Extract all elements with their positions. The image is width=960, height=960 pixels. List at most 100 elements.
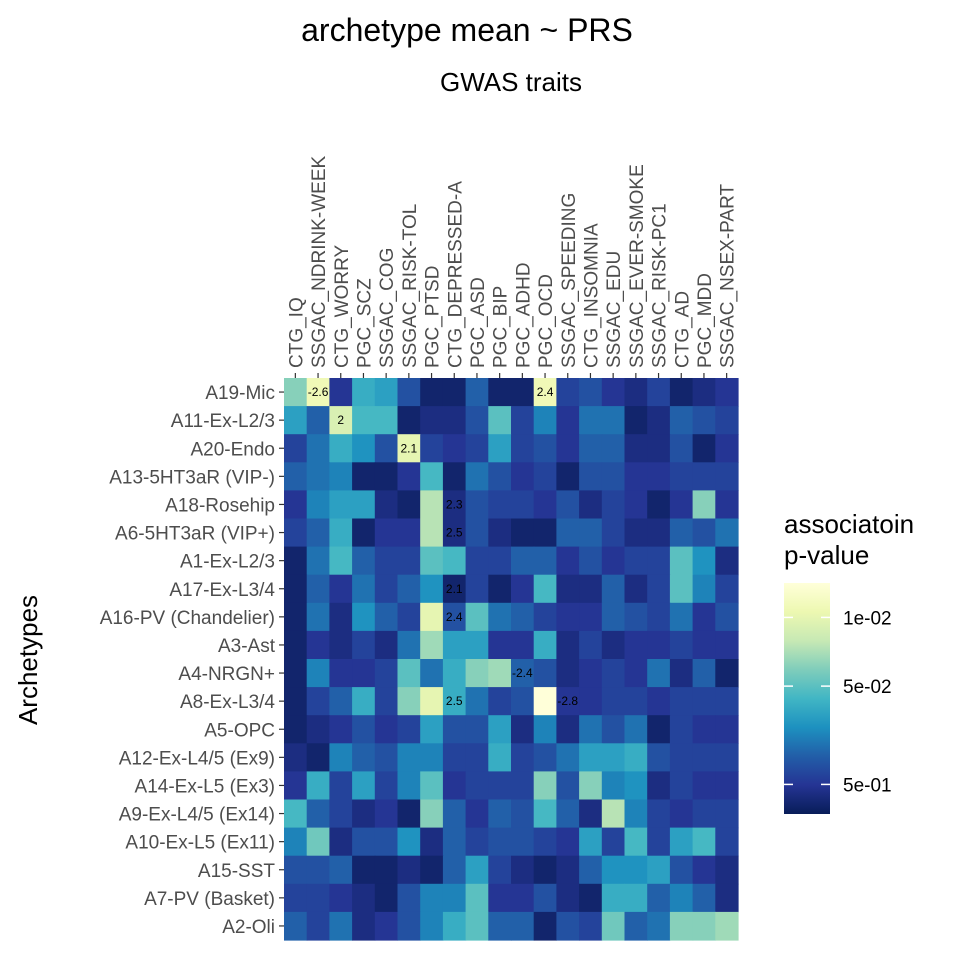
heatmap-cell — [556, 406, 580, 435]
heatmap-cell — [533, 687, 557, 716]
heatmap-cell — [692, 518, 716, 548]
heatmap-cell — [601, 546, 626, 576]
heatmap-cell — [647, 462, 671, 491]
heatmap-cell — [488, 406, 512, 435]
heatmap-cell — [488, 630, 512, 660]
heatmap-cell — [306, 518, 330, 548]
heatmap-cell — [284, 490, 308, 520]
heatmap-cell — [511, 602, 535, 632]
y-tick-label: A4-NRGN+ — [178, 664, 275, 685]
heatmap-cell — [284, 462, 308, 491]
heatmap-cell — [420, 630, 444, 660]
heatmap-cell — [488, 883, 512, 913]
heatmap-cell — [420, 911, 444, 941]
heatmap-cell — [488, 462, 512, 491]
heatmap-cell — [511, 687, 535, 716]
heatmap-cell — [397, 855, 421, 885]
heatmap-cell — [465, 687, 489, 716]
heatmap-cell — [329, 462, 353, 491]
heatmap-cell — [306, 490, 330, 520]
heatmap-cell — [533, 602, 557, 632]
heatmap-cell — [692, 855, 716, 885]
heatmap-cell — [533, 715, 557, 744]
heatmap-cell — [601, 378, 626, 407]
heatmap-cell — [352, 659, 376, 688]
heatmap-cell — [465, 378, 489, 407]
heatmap-cell — [329, 911, 353, 941]
y-tick-label: A5-OPC — [204, 720, 275, 741]
heatmap-cell — [352, 883, 376, 913]
heatmap-cell — [352, 462, 376, 491]
heatmap-cell — [692, 883, 716, 913]
heatmap-cell — [624, 855, 648, 885]
heatmap-cell — [397, 490, 421, 520]
heatmap-cell — [715, 546, 739, 576]
heatmap-cell — [397, 630, 421, 660]
heatmap-cell — [352, 855, 376, 885]
cell-annotation-label: 2.3 — [446, 497, 463, 511]
heatmap-cell — [442, 827, 467, 857]
x-tick-label: CTG_WORRY — [332, 245, 353, 368]
heatmap-cell — [374, 546, 399, 576]
heatmap-cell — [624, 827, 648, 857]
heatmap-cell — [329, 434, 353, 463]
heatmap-cell — [442, 518, 467, 548]
heatmap-cell — [692, 715, 716, 744]
heatmap-cell — [284, 378, 308, 407]
heatmap-cell — [374, 799, 399, 829]
cell-annotation-label: 2.4 — [537, 385, 554, 399]
heatmap-cell — [465, 546, 489, 576]
heatmap-cell — [397, 827, 421, 857]
y-tick-label: A19-Mic — [205, 383, 275, 404]
heatmap-cell — [624, 659, 648, 688]
heatmap-cell — [511, 518, 535, 548]
heatmap-cell — [329, 574, 353, 604]
heatmap-cell — [329, 602, 353, 632]
heatmap-cell — [601, 462, 626, 491]
heatmap-cell — [374, 574, 399, 604]
heatmap-cell — [692, 771, 716, 801]
heatmap-cell — [374, 911, 399, 941]
heatmap-cell — [488, 434, 512, 463]
heatmap-cell — [624, 546, 648, 576]
heatmap-cell — [306, 406, 330, 435]
heatmap-cell — [442, 911, 467, 941]
y-tick-label: A11-Ex-L2/3 — [171, 411, 275, 432]
legend-tick-label: 5e-01 — [843, 775, 892, 796]
heatmap-cell — [579, 911, 603, 941]
heatmap-cell — [647, 574, 671, 604]
heatmap-cell — [329, 771, 353, 801]
heatmap-cell — [397, 434, 421, 463]
heatmap-cell — [669, 602, 694, 632]
heatmap-cell — [579, 771, 603, 801]
heatmap-cell — [329, 630, 353, 660]
heatmap-cell — [533, 771, 557, 801]
heatmap-cell — [465, 827, 489, 857]
heatmap-cell — [352, 630, 376, 660]
x-tick-label: CTG_DEPRESSED-A — [445, 181, 466, 368]
heatmap-cell — [306, 799, 330, 829]
heatmap-cell — [669, 490, 694, 520]
heatmap-cell — [624, 378, 648, 407]
heatmap-cell — [647, 518, 671, 548]
heatmap-cell — [715, 518, 739, 548]
heatmap-cell — [647, 406, 671, 435]
heatmap-cell — [669, 827, 694, 857]
heatmap-cell — [692, 546, 716, 576]
heatmap-cell — [624, 743, 648, 772]
heatmap-cell — [647, 883, 671, 913]
heatmap-cell — [669, 687, 694, 716]
x-tick-label: CTG_AD — [672, 291, 693, 368]
heatmap-cell — [715, 827, 739, 857]
heatmap-cell — [579, 715, 603, 744]
x-tick-label: SSGAC_SPEEDING — [559, 193, 580, 368]
heatmap-cell — [465, 518, 489, 548]
heatmap-cell — [306, 602, 330, 632]
heatmap-cell — [465, 855, 489, 885]
heatmap-cell — [533, 462, 557, 491]
heatmap-cell — [624, 715, 648, 744]
heatmap-cell — [488, 771, 512, 801]
heatmap-cell — [669, 799, 694, 829]
x-tick-label: SSGAC_NDRINK-WEEK — [309, 155, 330, 368]
heatmap-cell — [488, 546, 512, 576]
